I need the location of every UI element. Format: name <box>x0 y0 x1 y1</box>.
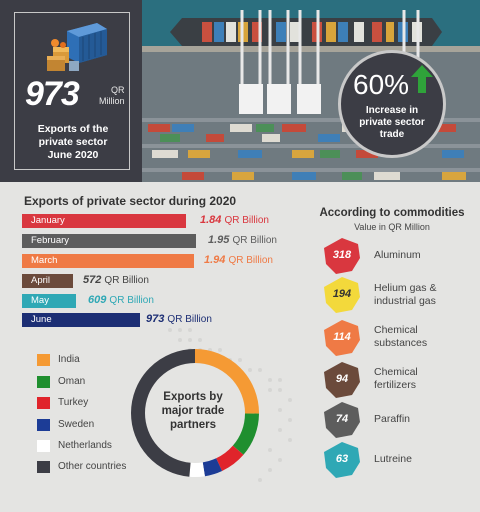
commodity-value: 318 <box>332 249 352 261</box>
commodity-value: 74 <box>335 413 349 425</box>
commodity-badge <box>324 277 360 313</box>
commodities-subtitle: Value in QR Million <box>354 222 430 232</box>
month-bar <box>22 234 196 248</box>
donut-segment-other <box>131 349 259 477</box>
legend-label: India <box>58 354 80 365</box>
legend-label: Turkey <box>58 397 89 408</box>
commodity-badge <box>324 320 360 356</box>
commodity-item-chemical-fertilizers: 94 Chemical fertilizers <box>324 362 474 398</box>
month-value: 572 QR Billion <box>83 274 149 286</box>
commodity-badge <box>324 442 360 478</box>
commodity-value: 94 <box>335 373 349 385</box>
commodities-title: According to commodities <box>319 207 465 219</box>
legend-label: Oman <box>58 376 86 387</box>
month-bar <box>22 313 140 327</box>
increase-value: 60% <box>353 69 410 100</box>
month-label: February <box>31 235 70 246</box>
june-exports-unit: QR Million <box>99 85 125 106</box>
commodity-value: 194 <box>332 288 352 300</box>
legend-label: Other countries <box>58 461 127 472</box>
month-value: 973 QR Billion <box>146 313 212 325</box>
commodity-item-chemical-substances: 114 Chemical substances <box>324 320 474 356</box>
june-exports-value: 973 <box>25 75 80 113</box>
legend-swatch <box>37 440 50 452</box>
month-bar <box>22 274 73 288</box>
trade-partners-donut <box>131 349 259 477</box>
months-section-title: Exports of private sector during 2020 <box>24 194 237 208</box>
legend-swatch <box>37 397 50 409</box>
shipping-containers-icon <box>47 23 107 71</box>
commodity-item-paraffin: 74 Paraffin <box>324 402 474 438</box>
donut-segment-netherlands <box>131 349 259 477</box>
month-label: March <box>31 255 58 266</box>
commodity-badge <box>324 362 360 398</box>
month-label: June <box>31 314 52 325</box>
commodity-label: Chemical fertilizers <box>374 366 418 391</box>
summary-caption: Exports of the private sector June 2020 <box>37 123 109 161</box>
commodity-label: Helium gas & industrial gas <box>374 282 437 307</box>
month-bar <box>22 214 186 228</box>
month-value: 1.84 QR Billion <box>200 214 269 226</box>
month-label: January <box>31 215 65 226</box>
month-label: April <box>31 275 51 286</box>
up-arrow-icon <box>411 65 433 93</box>
month-bar <box>22 294 76 308</box>
legend-swatch <box>37 376 50 388</box>
donut-center-label: Exports by major trade partners <box>161 391 225 431</box>
commodity-item-lutreine: 63 Lutreine <box>324 442 474 478</box>
month-value: 609 QR Billion <box>88 294 154 306</box>
commodity-label: Lutreine <box>374 453 412 465</box>
commodity-value: 63 <box>335 453 349 465</box>
month-label: May <box>31 295 49 306</box>
increase-caption: Increase in private sector trade <box>359 105 425 140</box>
month-value: 1.94 QR Billion <box>204 254 273 266</box>
commodity-item-helium-gas: 194 Helium gas & industrial gas <box>324 277 474 313</box>
commodity-badge <box>324 238 360 274</box>
legend-label: Sweden <box>58 419 95 430</box>
legend-swatch <box>37 354 50 366</box>
commodity-label: Aluminum <box>374 249 421 261</box>
legend-label: Netherlands <box>58 440 112 451</box>
month-value: 1.95 QR Billion <box>208 234 277 246</box>
summary-panel: 973 QR Million Exports of the private se… <box>0 0 142 182</box>
header-section: 973 QR Million Exports of the private se… <box>0 0 480 182</box>
summary-card: 973 QR Million Exports of the private se… <box>14 12 130 170</box>
commodity-label: Paraffin <box>374 413 410 425</box>
month-bar <box>22 254 194 268</box>
legend-swatch <box>37 419 50 431</box>
commodity-label: Chemical substances <box>374 324 428 349</box>
legend-swatch <box>37 461 50 473</box>
commodity-value: 114 <box>333 331 351 343</box>
trade-increase-badge: 60% Increase in private sector trade <box>338 50 446 158</box>
commodity-item-aluminum: 318 Aluminum <box>324 238 474 274</box>
commodity-badge <box>324 402 360 438</box>
